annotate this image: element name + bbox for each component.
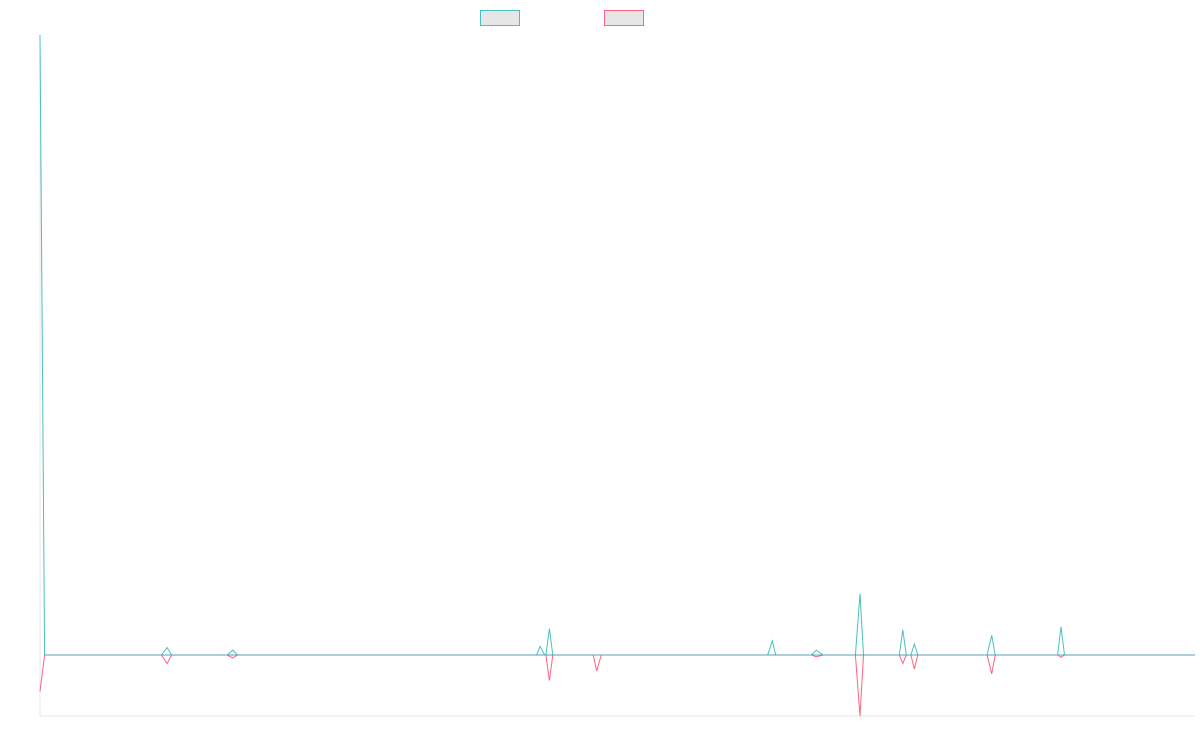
series-layer [39,34,1195,717]
series-line-1 [39,34,1195,656]
legend-swatch-series-1[interactable] [480,10,520,26]
legend-swatch-series-2[interactable] [604,10,644,26]
